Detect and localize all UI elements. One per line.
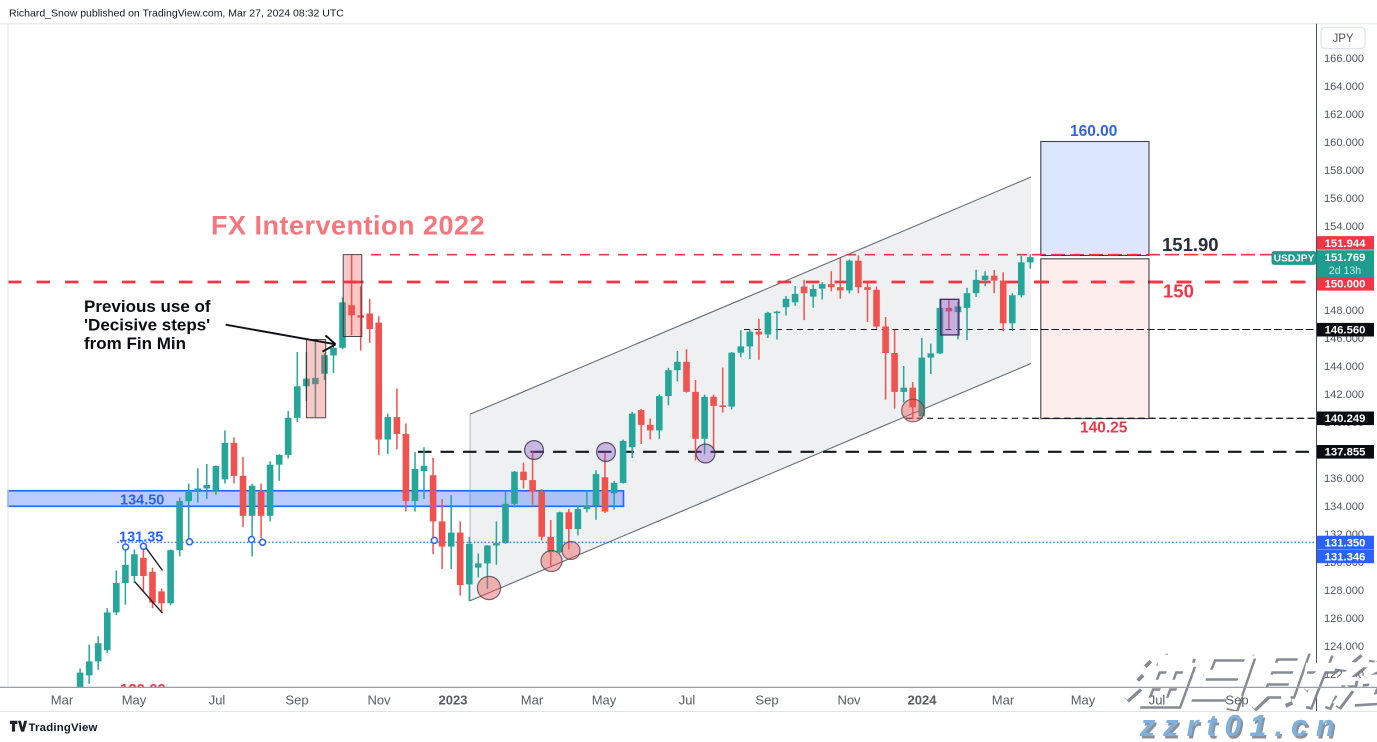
svg-text:Jul: Jul: [1149, 693, 1166, 708]
svg-text:154.000: 154.000: [1324, 221, 1364, 233]
svg-text:FX Intervention 2022: FX Intervention 2022: [211, 211, 485, 241]
svg-text:May: May: [122, 693, 147, 708]
svg-text:from Fin Min: from Fin Min: [84, 334, 186, 353]
svg-text:164.000: 164.000: [1324, 81, 1364, 93]
svg-text:'Decisive steps': 'Decisive steps': [84, 316, 210, 335]
svg-text:2023: 2023: [439, 693, 468, 708]
svg-text:136.000: 136.000: [1324, 473, 1364, 485]
svg-text:May: May: [592, 693, 617, 708]
svg-text:Mar: Mar: [992, 693, 1015, 708]
svg-text:151.90: 151.90: [1162, 234, 1219, 255]
svg-text:JPY: JPY: [1332, 33, 1353, 45]
svg-text:zzrt01.cn: zzrt01.cn: [1139, 709, 1343, 742]
svg-text:144.000: 144.000: [1324, 361, 1364, 373]
svg-text:160.00: 160.00: [1070, 123, 1117, 140]
svg-text:137.855: 137.855: [1325, 447, 1366, 459]
svg-text:134.000: 134.000: [1324, 501, 1364, 513]
svg-text:148.000: 148.000: [1324, 305, 1364, 317]
svg-text:TradingView: TradingView: [29, 722, 98, 734]
svg-text:May: May: [1071, 693, 1096, 708]
svg-text:126.000: 126.000: [1324, 613, 1364, 625]
svg-text:Sep: Sep: [1225, 693, 1248, 708]
svg-text:2d 13h: 2d 13h: [1329, 265, 1362, 277]
svg-text:Jul: Jul: [209, 693, 226, 708]
svg-text:142.000: 142.000: [1324, 389, 1364, 401]
svg-text:128.000: 128.000: [1324, 585, 1364, 597]
svg-text:Previous use of: Previous use of: [84, 297, 211, 316]
svg-text:131.346: 131.346: [1325, 551, 1366, 563]
svg-text:120.00: 120.00: [120, 681, 166, 698]
svg-text:zzrt01.cn: zzrt01.cn: [1141, 712, 1345, 742]
svg-text:USDJPY: USDJPY: [1274, 253, 1315, 264]
svg-text:151.769: 151.769: [1325, 252, 1366, 264]
svg-text:156.000: 156.000: [1324, 193, 1364, 205]
svg-text:Nov: Nov: [837, 693, 861, 708]
svg-text:Mar: Mar: [51, 693, 74, 708]
svg-text:166.000: 166.000: [1324, 53, 1364, 65]
svg-text:162.000: 162.000: [1324, 109, 1364, 121]
svg-text:Sep: Sep: [285, 693, 308, 708]
svg-text:160.000: 160.000: [1324, 137, 1364, 149]
svg-text:Richard_Snow published on Trad: Richard_Snow published on TradingView.co…: [9, 8, 344, 20]
svg-text:Jul: Jul: [679, 693, 696, 708]
svg-text:Nov: Nov: [367, 693, 391, 708]
svg-text:158.000: 158.000: [1324, 165, 1364, 177]
svg-text:Sep: Sep: [755, 693, 778, 708]
svg-text:131.35: 131.35: [119, 530, 163, 546]
svg-text:150.000: 150.000: [1325, 279, 1366, 291]
svg-text:140.25: 140.25: [1080, 420, 1128, 437]
svg-text:Mar: Mar: [521, 693, 544, 708]
svg-text:151.944: 151.944: [1325, 238, 1367, 250]
svg-text:146.560: 146.560: [1325, 325, 1366, 337]
svg-text:131.350: 131.350: [1325, 537, 1366, 549]
svg-text:140.249: 140.249: [1325, 413, 1366, 425]
svg-text:150: 150: [1163, 281, 1194, 302]
svg-text:134.50: 134.50: [120, 493, 164, 509]
svg-text:2024: 2024: [908, 693, 938, 708]
